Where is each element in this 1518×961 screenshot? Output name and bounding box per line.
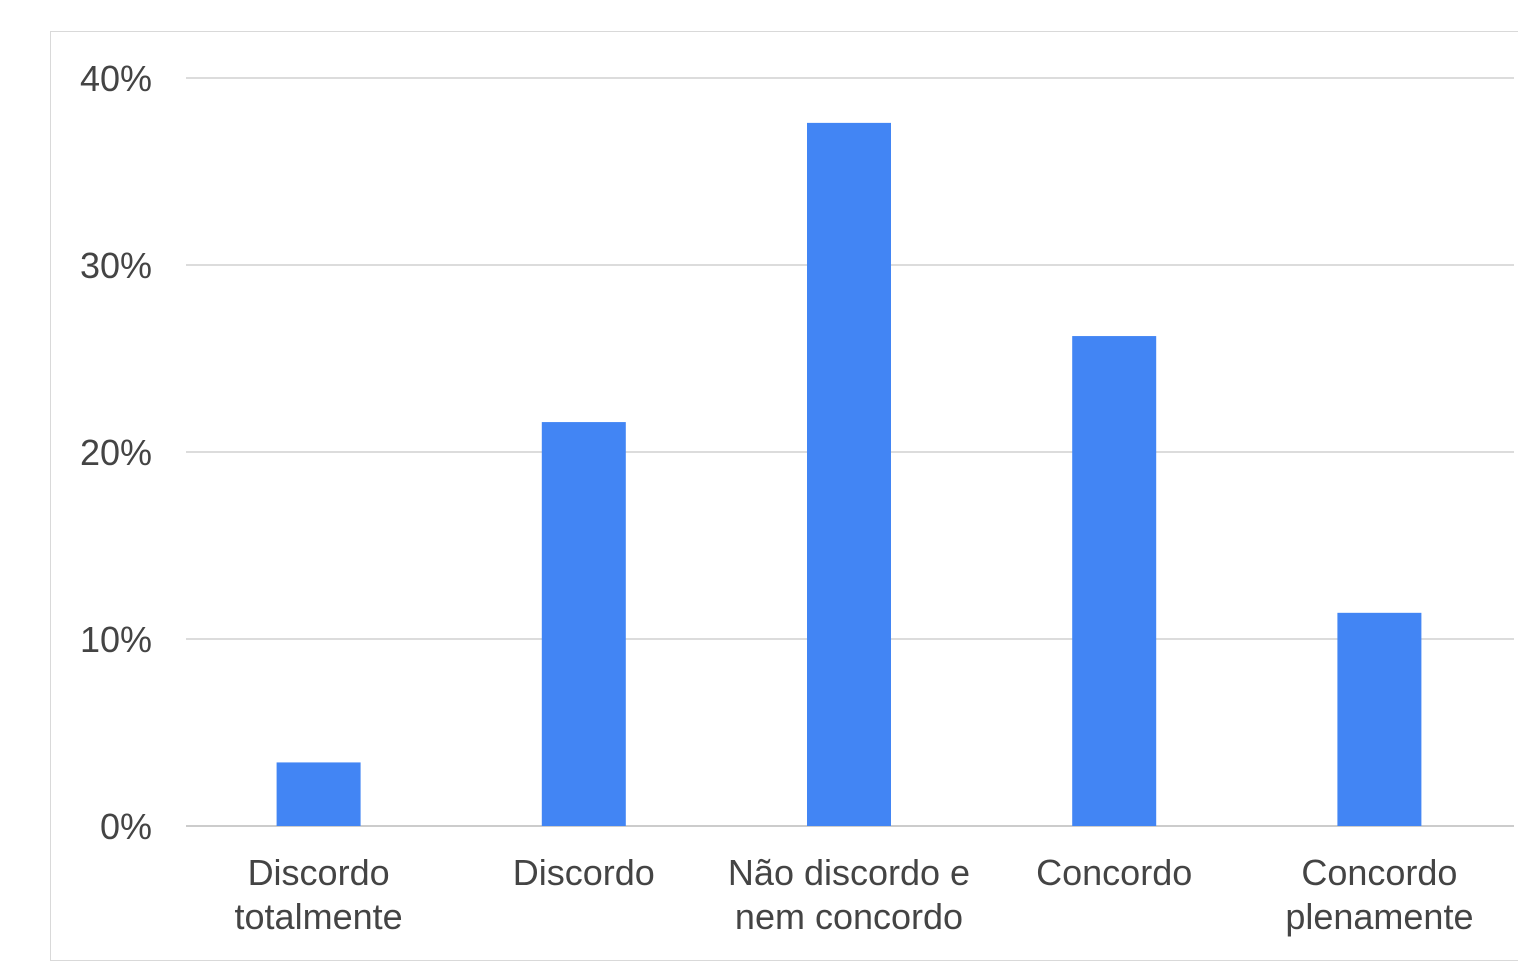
x-category-label-line: nem concordo (735, 896, 963, 937)
x-category-label: Concordo (1036, 852, 1192, 893)
x-category-label: Discordo (513, 852, 655, 893)
y-tick-label: 20% (80, 432, 152, 473)
y-tick-label: 10% (80, 619, 152, 660)
x-category-label-line: Não discordo e (728, 852, 970, 893)
y-tick-label: 30% (80, 245, 152, 286)
x-category-label-line: Discordo (248, 852, 390, 893)
x-category-label-line: totalmente (235, 896, 403, 937)
x-category-label: Discordo totalmente (235, 852, 403, 937)
x-category-label: Concordo plenamente (1285, 852, 1473, 937)
x-category-label-line: Concordo (1301, 852, 1457, 893)
y-tick-label: 40% (80, 58, 152, 99)
bar (276, 762, 361, 826)
bar (541, 422, 626, 826)
x-category-label-line: plenamente (1285, 896, 1473, 937)
x-category-label-line: Discordo (513, 852, 655, 893)
y-axis-ticks: 0% 10% 20% 30% 40% (80, 58, 152, 847)
bar (807, 122, 891, 826)
bar (1337, 612, 1422, 826)
bar (1072, 336, 1157, 826)
y-tick-label: 0% (100, 806, 152, 847)
bars (276, 122, 1422, 826)
x-category-label: Não discordo e nem concordo (728, 852, 970, 937)
x-category-label-line: Concordo (1036, 852, 1192, 893)
